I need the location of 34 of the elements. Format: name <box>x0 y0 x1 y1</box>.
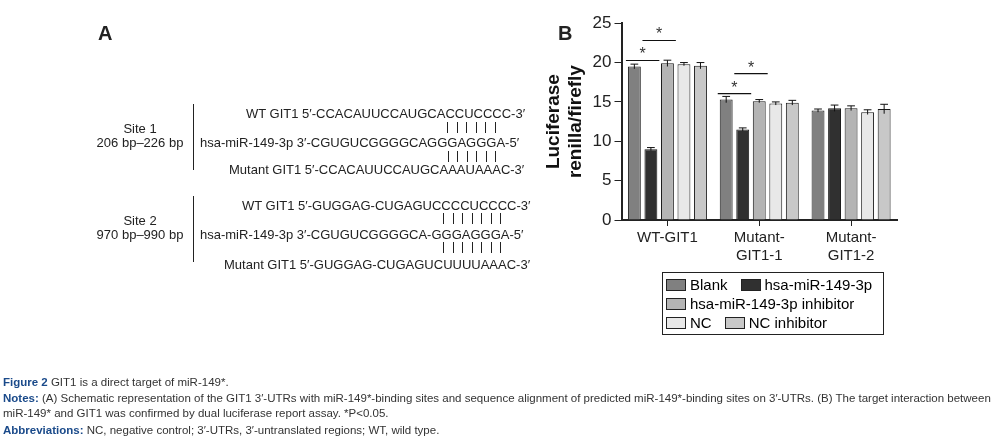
text: 206 bp–226 bp <box>96 135 184 150</box>
legend-label: hsa-miR-149-3p inhibitor <box>690 295 855 312</box>
x-tick-label: WT-GIT1 <box>637 228 698 246</box>
y-tick-label: 25 <box>592 12 612 32</box>
y-tick-label: 0 <box>602 209 612 229</box>
y-axis-title: Luciferase renilla/firefly <box>541 64 586 179</box>
text: hsa-miR-149-3p 3′-CGUGUCGGGGCA-GGGAGGGA-5′ <box>200 227 524 242</box>
annotation: * <box>639 45 646 63</box>
caption: Figure 2 GIT1 is a direct target of miR-149*. <box>3 375 230 390</box>
text: Site 1 <box>123 121 157 136</box>
x-tick-label: Mutant-GIT1-1 <box>733 228 785 264</box>
text: A <box>98 22 113 45</box>
text: Mutant GIT1 5′-CCACAUUCCAUGCAAAUAAAC-3′ <box>229 162 525 177</box>
text: hsa-miR-149-3p 3′-CGUGUCGGGGCAGGGAGGGA-5′ <box>200 135 520 150</box>
legend-label: NC inhibitor <box>748 314 828 331</box>
annotation: * <box>747 58 755 76</box>
legend-label: Blank <box>690 276 728 293</box>
annotation: * <box>731 78 738 96</box>
y-tick-label: 20 <box>592 52 612 72</box>
x-tick-label: Mutant-GIT1-2 <box>825 228 877 264</box>
text: Site 2 <box>123 213 157 228</box>
y-tick-label: 10 <box>592 130 612 150</box>
text: WT GIT1 5′-CCACAUUCCAUGCACCUCCCC-3′ <box>246 106 526 121</box>
y-tick-label: 15 <box>592 91 612 111</box>
annotation: * <box>656 25 663 43</box>
text: B <box>558 22 573 45</box>
text: Abbreviations: NC, negative control; 3′-UTRs, 3′-untranslated regions; WT, wild type. <box>3 423 441 438</box>
y-tick-label: 5 <box>602 170 612 190</box>
text: Mutant GIT1 5′-GUGGAG-CUGAGUCUUUUAAAC-3′ <box>224 257 531 272</box>
legend-label: NC <box>690 314 712 331</box>
legend-label: hsa-miR-149-3p <box>764 276 873 293</box>
text: 970 bp–990 bp <box>96 227 184 242</box>
text: WT GIT1 5′-GUGGAG-CUGAGUCCCCUCCCC-3′ <box>242 198 531 213</box>
text: Notes: (A) Schematic representation of the GIT1 3′-UTRs with miR-149*-binding sites and sequence alignment of predicted miR-149*-binding sites on 3′-UTRs. (B) The target interaction between miR-149* and GIT1 was confirmed by dual luciferase report assay. *P<0.05. <box>3 391 992 421</box>
